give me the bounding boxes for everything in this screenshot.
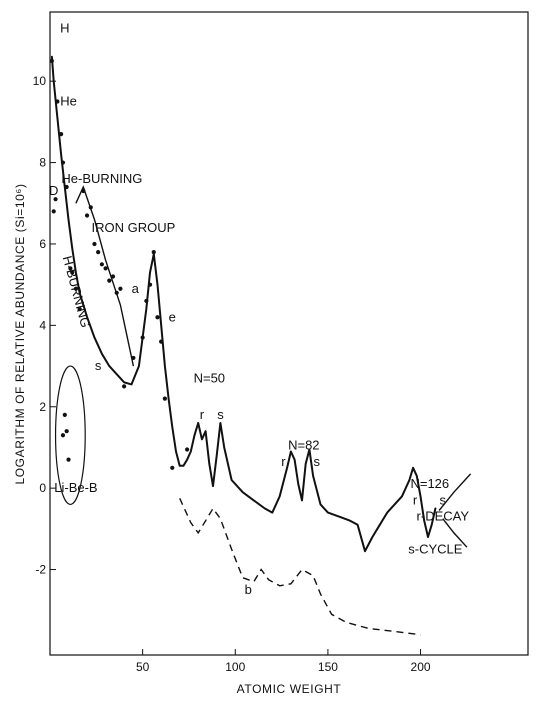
data-point-12 xyxy=(84,213,90,218)
annotation-9: N=50 xyxy=(194,370,225,385)
data-point-1 xyxy=(51,209,56,214)
data-point-35 xyxy=(64,429,69,434)
data-point-15 xyxy=(107,278,112,283)
x-axis-title: ATOMIC WEIGHT xyxy=(237,682,342,696)
y-tick-label-6: -2 xyxy=(35,563,46,577)
data-point-22 xyxy=(151,250,156,255)
data-point-3 xyxy=(55,99,60,104)
data-point-24 xyxy=(159,339,164,344)
data-points-layer xyxy=(49,58,190,470)
y-tick-label-1: 8 xyxy=(39,156,46,170)
x-tick-label-0: 50 xyxy=(136,660,150,674)
y-axis-ticks: 10 8 6 4 2 0 -2 xyxy=(33,74,56,577)
data-point-32 xyxy=(118,286,123,291)
series-layer xyxy=(50,55,472,636)
data-point-30 xyxy=(103,266,108,271)
data-point-20 xyxy=(144,298,149,304)
x-tick-label-3: 200 xyxy=(411,660,431,674)
annotation-11: s xyxy=(217,407,224,422)
series-line-0 xyxy=(50,55,437,553)
y-tick-label-5: 0 xyxy=(39,481,46,495)
y-tick-label-0: 10 xyxy=(33,74,47,88)
annotation-16: r xyxy=(413,492,418,507)
annotation-2: D xyxy=(49,183,58,198)
data-point-31 xyxy=(110,274,116,279)
y-tick-label-2: 6 xyxy=(39,237,46,251)
annotation-21: Li-Be-B xyxy=(54,480,97,495)
annotation-3: He-BURNING xyxy=(61,171,142,186)
data-point-28 xyxy=(88,205,93,210)
data-point-6 xyxy=(64,184,69,190)
y-tick-label-3: 4 xyxy=(39,318,46,332)
annotation-7: IRON GROUP xyxy=(91,220,175,235)
plot-frame xyxy=(49,11,529,656)
x-tick-label-2: 150 xyxy=(318,660,338,674)
data-point-27 xyxy=(185,447,190,452)
data-point-7 xyxy=(68,266,73,271)
annotation-17: s xyxy=(440,492,447,507)
data-point-9 xyxy=(73,286,79,291)
data-point-8 xyxy=(70,270,75,275)
x-axis-ticks: 50 100 150 200 xyxy=(136,649,431,674)
data-point-14 xyxy=(99,262,104,267)
annotations-layer: H He DHe-BURNING H-BURNING s a IRON GROUP e N=50… xyxy=(49,20,469,597)
annotation-10: r xyxy=(200,407,205,422)
data-point-16 xyxy=(114,290,119,295)
annotation-18: r-DECAY xyxy=(417,509,470,524)
annotation-6: a xyxy=(132,281,140,296)
data-point-21 xyxy=(147,282,153,287)
annotation-20: b xyxy=(245,582,252,597)
y-axis-title: LOGARITHM OF RELATIVE ABUNDANCE (Si=10⁶) xyxy=(13,183,27,484)
series-line-b xyxy=(179,498,421,636)
data-point-19 xyxy=(140,335,145,340)
data-point-17 xyxy=(122,384,127,389)
data-point-29 xyxy=(96,250,101,255)
series-line-a xyxy=(75,185,135,367)
y-tick-label-4: 2 xyxy=(39,400,46,414)
data-point-23 xyxy=(155,315,160,320)
data-point-5 xyxy=(60,160,66,165)
data-point-4 xyxy=(59,131,64,137)
annotation-1: He xyxy=(60,94,77,109)
data-point-25 xyxy=(162,396,167,401)
data-point-34 xyxy=(62,412,67,417)
data-point-18 xyxy=(131,355,136,361)
data-point-26 xyxy=(170,465,175,470)
annotation-4: H-BURNING xyxy=(60,254,94,329)
annotation-19: s-CYCLE xyxy=(408,541,463,556)
annotation-13: r xyxy=(281,454,286,469)
li-be-b-ellipse xyxy=(54,365,86,506)
data-point-33 xyxy=(60,433,66,438)
data-point-36 xyxy=(66,457,71,462)
annotation-5: s xyxy=(95,358,102,373)
data-point-2 xyxy=(53,197,58,202)
series-line-4 xyxy=(442,518,468,548)
annotation-15: N=126 xyxy=(410,476,449,491)
data-point-10 xyxy=(77,306,82,312)
annotation-14: s xyxy=(314,454,321,469)
annotation-0: H xyxy=(60,20,69,35)
x-tick-label-1: 100 xyxy=(225,660,245,674)
data-point-13 xyxy=(92,241,97,247)
series-line-3 xyxy=(438,473,472,511)
data-point-11 xyxy=(81,188,86,194)
annotation-8: e xyxy=(169,309,176,324)
data-point-0 xyxy=(49,58,54,63)
annotation-12: N=82 xyxy=(288,437,319,452)
